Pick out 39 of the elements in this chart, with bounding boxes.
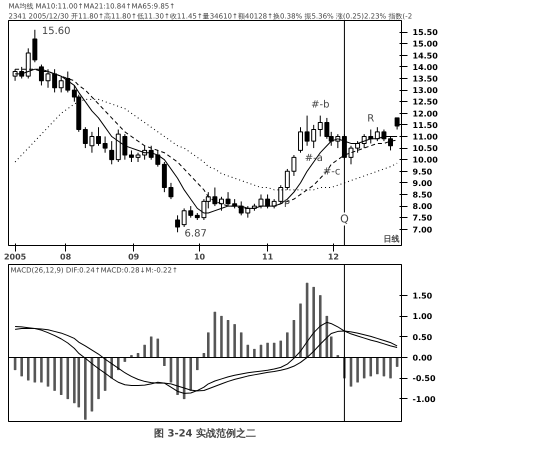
y-tick-label: 7.00 [412, 225, 433, 234]
y-tick-label: 1.50 [412, 291, 433, 300]
x-tick-label: 12 [328, 252, 340, 262]
y-tick-label: 10.00 [412, 156, 438, 165]
y-tick-label: 12.50 [412, 98, 438, 107]
y-tick-label: 15.00 [412, 40, 438, 49]
x-tick-label: 11 [262, 252, 274, 262]
annotation: #-b [311, 100, 330, 111]
y-tick-label: 14.00 [412, 62, 438, 72]
annotation: P [284, 199, 290, 210]
y-tick-label: 11.50 [412, 120, 438, 130]
y-tick-label: 8.00 [412, 202, 433, 212]
annotation: 15.60 [42, 26, 70, 37]
y-tick-label: 7.50 [412, 214, 433, 223]
x-tick-label: 08 [60, 252, 72, 262]
annotation: 6.87 [184, 228, 207, 240]
caption: 图 3-24 实战范例之二 [154, 428, 256, 440]
annotation: #-c [322, 166, 340, 178]
y-tick-label: 10.50 [412, 144, 438, 154]
y-tick-label: 12.00 [412, 109, 438, 118]
y-tick-label: 0.50 [412, 332, 433, 342]
x-tick-label: 2005 [4, 252, 27, 262]
y-tick-label: 9.00 [412, 178, 433, 188]
y-tick-label: 8.50 [412, 190, 433, 200]
x-tick-label: 10 [194, 252, 206, 262]
y-tick-label: 11.00 [412, 132, 438, 142]
y-tick-label: -1.00 [412, 394, 436, 404]
annotation: 日线 [384, 234, 400, 244]
x-tick-label: 09 [128, 252, 140, 262]
y-tick-label: -0.50 [412, 374, 436, 384]
ref-line-label: Q [340, 212, 350, 226]
annotation: R [367, 114, 374, 125]
y-tick-label: 0.00 [412, 353, 433, 362]
y-tick-label: 1.00 [412, 312, 433, 322]
y-tick-label: 13.00 [412, 86, 438, 96]
y-tick-label: 9.50 [412, 167, 433, 176]
y-tick-label: 14.50 [412, 51, 438, 60]
y-tick-label: 15.50 [412, 28, 438, 38]
y-tick-label: 13.50 [412, 74, 438, 84]
